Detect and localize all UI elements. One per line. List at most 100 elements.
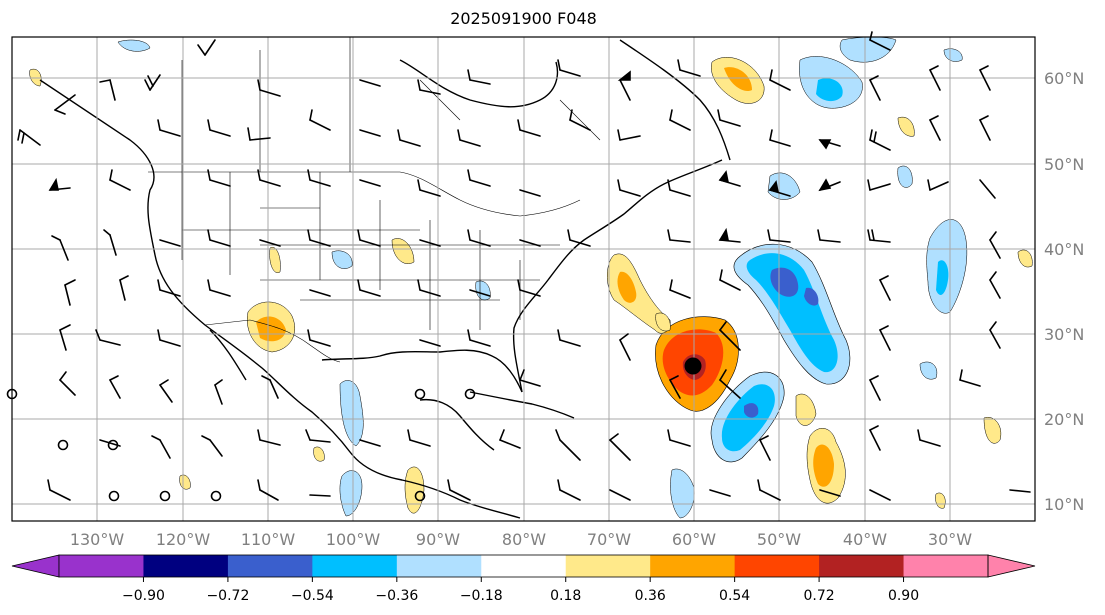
calm-wind-markers [6, 388, 476, 502]
wind-barb [869, 489, 891, 501]
wind-barb [47, 479, 71, 501]
us-mexico-border [204, 319, 341, 363]
wind-barb [719, 321, 741, 351]
colorbar-bins [59, 555, 989, 577]
wind-barb [609, 489, 631, 501]
wind-barb [979, 115, 991, 141]
wind-barb [407, 429, 431, 447]
wind-barb [64, 279, 76, 306]
lat-label: 30°N [1044, 325, 1084, 344]
colorbar-bin [143, 555, 229, 577]
lon-label: 110°W [241, 530, 296, 549]
wind-barb [417, 279, 441, 297]
wind-barb [519, 369, 541, 387]
wind-barb [867, 229, 891, 243]
lat-label: 40°N [1044, 240, 1084, 259]
calm-wind-circle [414, 490, 426, 502]
colorbar-tick-label: 0.72 [804, 588, 835, 604]
negative-anomaly-northeast-deep [770, 267, 799, 297]
wind-barb [959, 369, 981, 387]
colorbar-bin [227, 555, 313, 577]
colorbar-tick-label: −0.72 [206, 588, 249, 604]
wind-barb [517, 119, 541, 137]
wind-barb [257, 79, 281, 97]
us-canada-border [148, 171, 581, 217]
wind-barb [59, 324, 71, 351]
lon-label: 80°W [502, 530, 546, 549]
wind-barb [467, 229, 491, 247]
colorbar-tick-label: −0.36 [375, 588, 418, 604]
negative-anomaly-southeast-deep [744, 403, 759, 418]
wind-barb [307, 229, 331, 247]
wind-barb [144, 74, 161, 91]
wind-barb [419, 339, 441, 347]
positive-anomaly-small-4 [983, 416, 1002, 444]
wind-barb [257, 429, 281, 446]
colorbar-tick-label: −0.18 [460, 588, 503, 604]
negative-anomaly-small-3 [331, 250, 353, 269]
wind-barb [307, 169, 331, 187]
wind-barb [467, 69, 491, 85]
positive-anomaly-small-11 [313, 446, 325, 462]
cuba-line [469, 391, 575, 419]
calm-wind-circle [159, 490, 171, 502]
wind-barb [677, 59, 701, 77]
colorbar-tick-label: 0.54 [719, 588, 750, 604]
negative-anomaly-northeast-mid [746, 253, 838, 373]
wind-barb [869, 425, 881, 451]
colorbar-bin [903, 555, 989, 577]
wind-barb [109, 169, 131, 191]
wind-barb [567, 229, 591, 247]
wind-barb [157, 279, 181, 297]
calm-wind-circle [57, 439, 69, 451]
colorbar-bin [565, 555, 651, 577]
wind-barb [718, 227, 741, 243]
wind-barb [357, 279, 381, 297]
lon-label: 100°W [326, 530, 381, 549]
colorbar-tick-label: 0.18 [550, 588, 581, 604]
wind-barb [99, 79, 116, 101]
map-border [11, 36, 1036, 522]
colorbar-bin [312, 555, 398, 577]
lat-label: 20°N [1044, 410, 1084, 429]
wind-barb [257, 479, 279, 501]
wind-barb [467, 169, 491, 187]
wind-barb [48, 177, 71, 191]
wind-barb [769, 69, 791, 91]
wind-barb [769, 129, 791, 147]
wind-barb [867, 179, 891, 191]
wind-barb [359, 439, 381, 447]
wind-barb [927, 179, 949, 191]
negative-anomaly-small-5 [117, 39, 151, 52]
wind-barb [768, 180, 791, 197]
wind-barb [357, 229, 381, 247]
wind-barb [929, 65, 941, 91]
wind-barb [51, 235, 69, 261]
calm-wind-circle [414, 388, 426, 400]
borders [148, 37, 601, 363]
lat-label: 10°N [1044, 495, 1084, 514]
wind-barb [157, 119, 181, 137]
state-lines [181, 172, 560, 330]
wind-barb [457, 129, 481, 147]
colorbar-bin [59, 555, 144, 577]
negative-anomaly-small-6 [943, 48, 963, 62]
wind-barb [617, 129, 641, 141]
colorbar-bin [819, 555, 905, 577]
wind-barb [718, 170, 741, 187]
wind-barb [359, 79, 381, 87]
wind-barb [417, 179, 441, 197]
wind-barb [119, 275, 129, 301]
positive-anomaly-east-core [617, 271, 637, 303]
wind-barb [669, 109, 691, 131]
lon-label: 30°W [928, 530, 972, 549]
wind-barb [499, 429, 521, 449]
positive-anomaly-small-8 [1017, 249, 1033, 268]
colorbar: −0.90 −0.72 −0.54 −0.36 −0.18 0.18 0.36 0.54 0.7… [11, 554, 1036, 604]
wind-barb [259, 239, 281, 247]
negative-anomaly-pacific [339, 470, 363, 517]
wind-barb [419, 239, 441, 247]
positive-anomaly-small-1 [795, 393, 817, 426]
wind-barb [257, 169, 281, 187]
wind-barb [201, 435, 223, 457]
